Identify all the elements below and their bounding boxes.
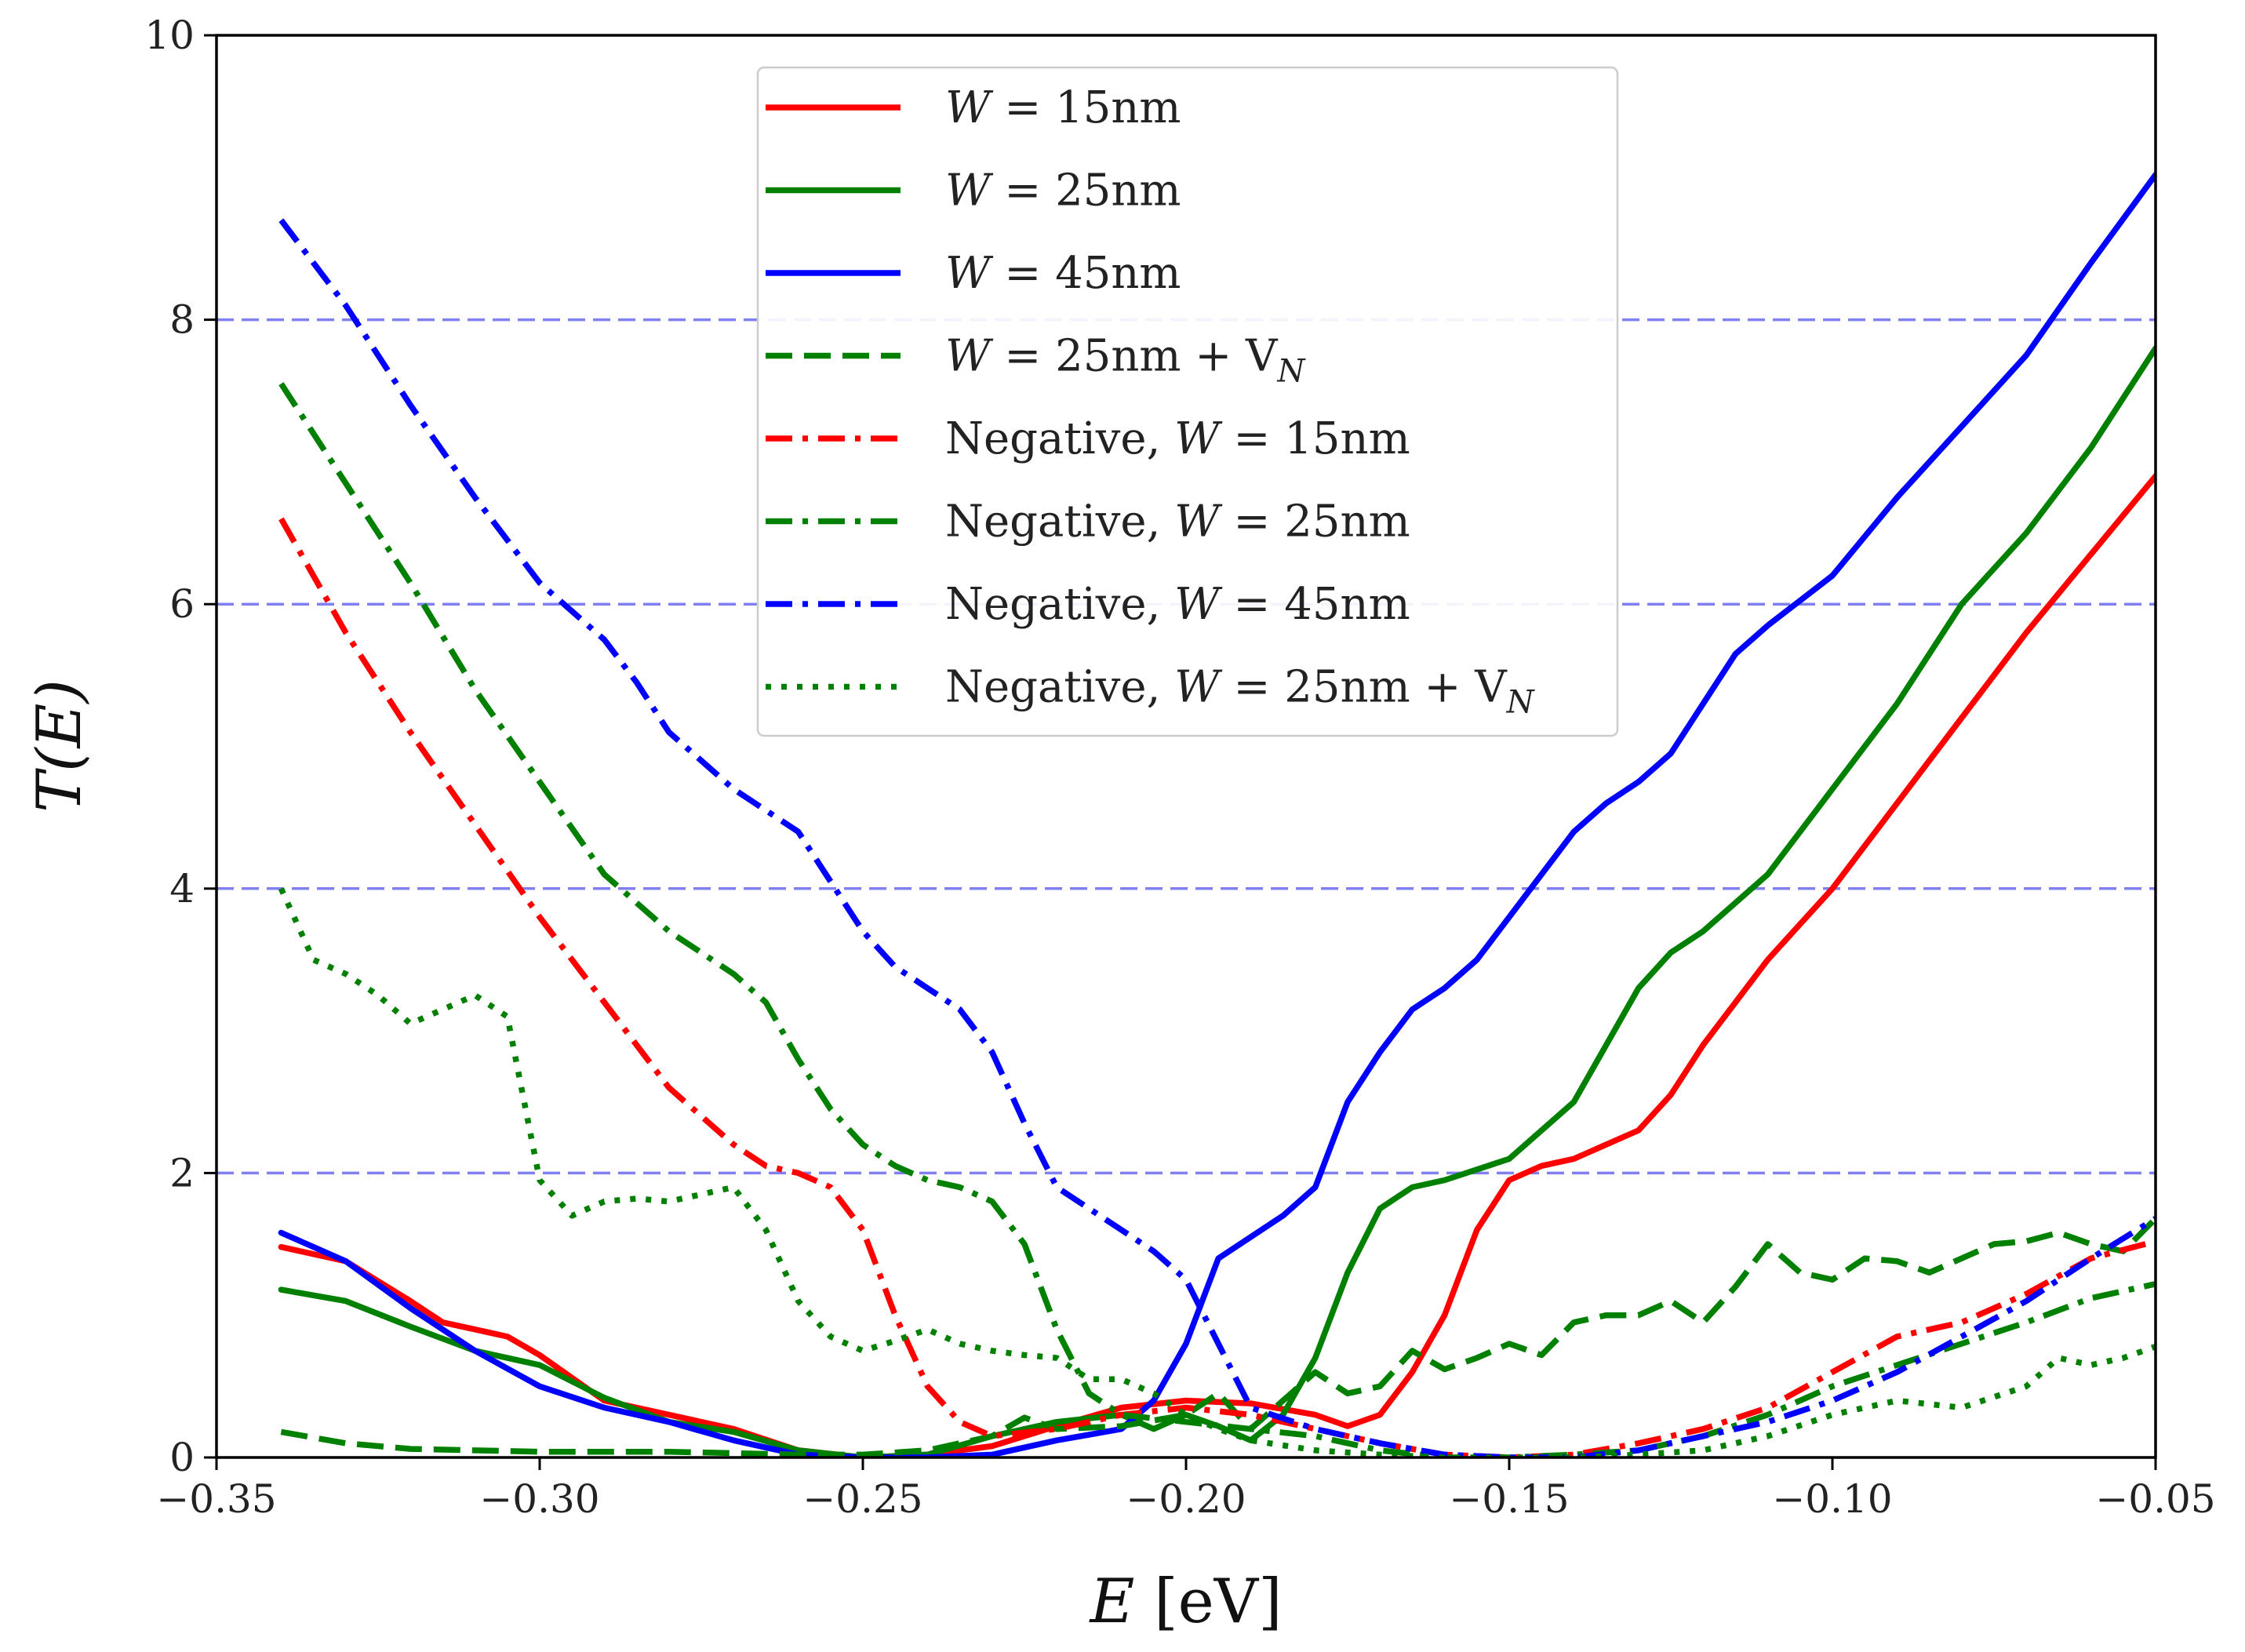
- x-tick-label: −0.15: [1449, 1476, 1569, 1522]
- x-tick-label: −0.25: [802, 1476, 922, 1522]
- x-tick-label: −0.20: [1126, 1476, 1246, 1522]
- y-tick-label: 8: [169, 297, 195, 343]
- y-axis-label: T(E): [24, 679, 95, 813]
- legend-label-3: W = 45nm: [945, 248, 1181, 299]
- series-line-6: [278, 382, 2156, 1457]
- legend-label-6: Negative, W = 25nm: [945, 497, 1410, 548]
- x-tick-label: −0.35: [156, 1476, 276, 1522]
- series-layer: [278, 171, 2156, 1457]
- series-line-5: [278, 517, 2156, 1457]
- y-tick-label: 6: [169, 581, 195, 627]
- y-tick-label: 2: [169, 1150, 195, 1195]
- legend: W = 15nm W = 25nm W = 45nm W = 25nm + VN Neg…: [756, 66, 1619, 737]
- y-tick-label: 10: [144, 13, 195, 58]
- legend-label-1: W = 15nm: [945, 82, 1181, 133]
- x-tick-label: −0.10: [1772, 1476, 1892, 1522]
- legend-label-5: Negative, W = 15nm: [945, 413, 1410, 464]
- series-line-3: [278, 171, 2156, 1457]
- x-tick-label: −0.05: [2095, 1476, 2215, 1522]
- legend-label-8: Negative, W = 25nm + VN: [945, 662, 1536, 721]
- legend-label-7: Negative, W = 45nm: [945, 579, 1410, 630]
- y-tick-label: 0: [169, 1435, 195, 1480]
- legend-box: [756, 66, 1619, 737]
- legend-label-4: W = 25nm + VN: [945, 331, 1306, 390]
- y-axis: 0 2 4 6 8 10: [144, 13, 216, 1480]
- x-tick-label: −0.30: [479, 1476, 599, 1522]
- y-tick-label: 4: [169, 866, 195, 912]
- legend-label-2: W = 25nm: [945, 166, 1181, 217]
- series-line-8: [278, 887, 2156, 1457]
- series-line-1: [278, 473, 2156, 1457]
- series-line-4: [280, 1216, 2156, 1457]
- x-axis: −0.35 −0.30 −0.25 −0.20 −0.15 −0.10 −0.05: [156, 1457, 2216, 1522]
- x-axis-label: E [eV]: [1088, 1566, 1282, 1637]
- series-line-7: [278, 218, 2156, 1457]
